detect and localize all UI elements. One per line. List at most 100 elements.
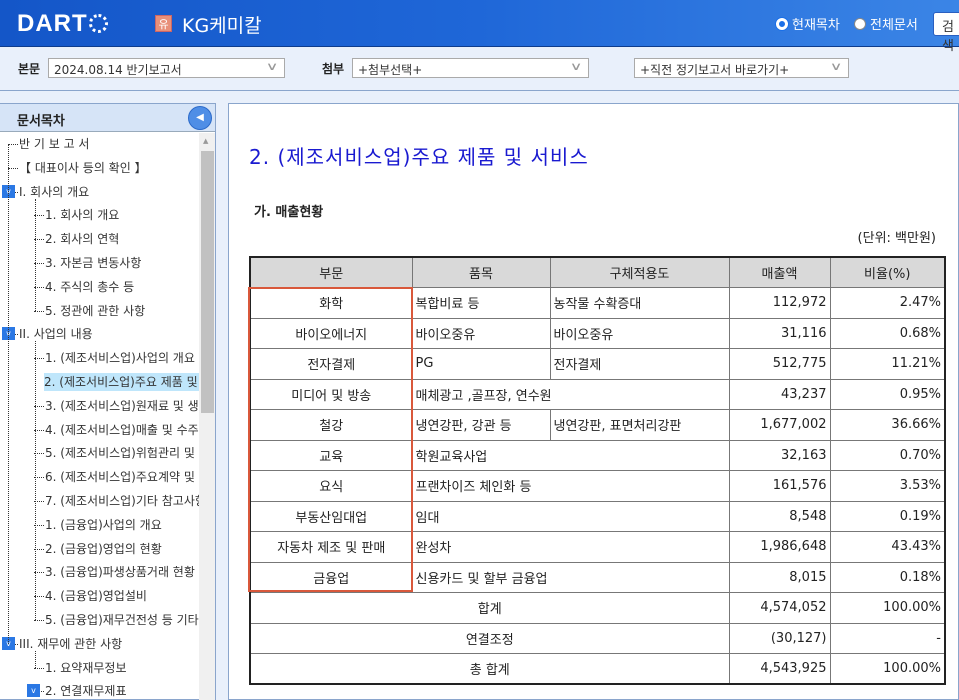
table-row: 요식 프랜차이즈 체인화 등 161,576 3.53% <box>249 470 946 502</box>
table-cell: 4,543,925 <box>728 653 831 685</box>
table-cell: 8,015 <box>728 561 831 593</box>
document-content: 2. (제조서비스업)주요 제품 및 서비스 가. 매출현황 (단위: 백만원)… <box>228 103 959 700</box>
toc-item-label: 2. 연결재무제표 <box>45 684 127 699</box>
table-row: 바이오에너지 바이오중유 바이오중유 31,116 0.68% <box>249 317 946 349</box>
table-cell: 0.18% <box>829 561 946 593</box>
radio-all-docs[interactable]: 전체문서 <box>854 14 918 33</box>
toc-item[interactable]: 2. (금융업)영업의 현황 <box>34 542 162 556</box>
table-cell: 품목 <box>411 256 551 288</box>
toc-item[interactable]: 4. 주식의 총수 등 <box>34 280 134 294</box>
table-row: 부동산임대업 임대 8,548 0.19% <box>249 500 946 532</box>
tree-connector <box>34 429 44 431</box>
table-row: 금융업 신용카드 및 할부 금융업 8,015 0.18% <box>249 561 946 593</box>
sales-table: 부문 품목 구체적용도 매출액 비율(%) 화학 복합비료 등 농작물 수확증대 112,972… <box>249 256 946 685</box>
table-cell: 바이오중유 <box>411 317 551 349</box>
scroll-thumb[interactable] <box>201 151 214 413</box>
table-cell: 100.00% <box>829 592 946 624</box>
scroll-up-icon[interactable]: ▲ <box>203 137 209 145</box>
table-cell: 철강 <box>249 409 413 441</box>
toc-item-label: III. 재무에 관한 사항 <box>19 636 123 651</box>
toc-item[interactable]: 2. (제조서비스업)주요 제품 및 서비스 <box>44 373 199 391</box>
tree-connector <box>34 310 44 312</box>
toc-item[interactable]: 4. (제조서비스업)매출 및 수주상황 <box>34 423 199 437</box>
expand-toggle-icon[interactable]: v <box>27 684 40 698</box>
toc-item[interactable]: 1. 요약재무정보 <box>34 661 127 675</box>
toc-item[interactable]: 3. (금융업)파생상품거래 현황 <box>34 565 195 579</box>
toolbar: 본문 2024.08.14 반기보고서 ∨ 첨부 +첨부선택+ ∨ +직전 정기보고… <box>0 47 959 91</box>
table-row: 전자결제 PG 전자결제 512,775 11.21% <box>249 348 946 380</box>
table-cell: 0.95% <box>829 378 946 410</box>
toc-item-label: 【 대표이사 등의 확인 】 <box>19 160 147 175</box>
tree-line <box>8 144 9 644</box>
table-cell: 매체광고 ,골프장, 연수원 <box>411 378 730 410</box>
body-select[interactable]: 2024.08.14 반기보고서 ∨ <box>48 58 285 78</box>
toc-item[interactable]: I. 회사의 개요 <box>8 185 89 199</box>
search-button[interactable]: 검색 <box>933 12 959 54</box>
toc-tree: 반 기 보 고 서 【 대표이사 등의 확인 】 I. 회사의 개요 v 1. 회사의 … <box>0 133 199 700</box>
toc-item[interactable]: 【 대표이사 등의 확인 】 <box>8 161 147 175</box>
attach-label: 첨부 <box>322 62 345 76</box>
dart-logo[interactable]: DART <box>17 10 108 38</box>
toc-item[interactable]: 1. 회사의 개요 <box>34 208 119 222</box>
toc-item[interactable]: 5. 정관에 관한 사항 <box>34 304 145 318</box>
toc-item[interactable]: II. 사업의 내용 <box>8 327 93 341</box>
table-row: 화학 복합비료 등 농작물 수확증대 112,972 2.47% <box>249 287 946 319</box>
tree-connector <box>34 239 44 241</box>
table-row: 미디어 및 방송 매체광고 ,골프장, 연수원 43,237 0.95% <box>249 378 946 410</box>
tree-connector <box>34 358 44 360</box>
toc-item[interactable]: 7. (제조서비스업)기타 참고사항 <box>34 494 199 508</box>
tree-connector <box>34 596 44 598</box>
toc-item-label: 3. (금융업)파생상품거래 현황 <box>45 565 195 580</box>
table-cell: 부동산임대업 <box>249 500 413 532</box>
corp-name: KG케미칼 <box>182 15 262 37</box>
prev-report-select[interactable]: +직전 정기보고서 바로가기+ ∨ <box>634 58 849 78</box>
table-cell: - <box>829 622 946 654</box>
table-cell: 총 합계 <box>249 653 730 685</box>
tree-connector <box>34 548 44 550</box>
table-cell: 32,163 <box>728 439 831 471</box>
table-cell: 냉연강판, 표면처리강판 <box>549 409 730 441</box>
tree-connector <box>34 501 44 502</box>
toc-item-label: 4. 주식의 총수 등 <box>45 279 135 294</box>
toc-item[interactable]: 3. 자본금 변동사항 <box>34 256 141 270</box>
tree-connector <box>34 405 44 407</box>
toc-item-label: 1. (금융업)사업의 개요 <box>45 517 162 532</box>
attach-select-value: +첨부선택+ <box>358 63 423 77</box>
prev-report-value: +직전 정기보고서 바로가기+ <box>640 63 790 77</box>
toc-item-label: 1. (제조서비스업)사업의 개요 <box>45 351 195 366</box>
toc-sidebar: 문서목차 ◀ 반 기 보 고 서 【 대표이사 등의 확인 】 I. 회사의 개요 v 1… <box>0 103 216 700</box>
tree-line <box>35 341 36 620</box>
table-cell: 요식 <box>249 470 413 502</box>
toc-item-label: 5. 정관에 관한 사항 <box>45 303 146 318</box>
tree-line <box>35 650 36 668</box>
toc-item[interactable]: 6. (제조서비스업)주요계약 및 연구개발활동 <box>34 470 199 484</box>
tree-connector <box>8 144 18 145</box>
toc-item[interactable]: III. 재무에 관한 사항 <box>8 637 122 651</box>
toc-scrollbar[interactable]: ▲ <box>199 133 215 700</box>
toc-item-label: 3. (제조서비스업)원재료 및 생산설비 <box>45 398 199 413</box>
table-header-row: 부문 품목 구체적용도 매출액 비율(%) <box>249 256 946 288</box>
toc-item[interactable]: 2. 연결재무제표 <box>34 684 127 698</box>
attach-select[interactable]: +첨부선택+ ∨ <box>352 58 589 78</box>
table-cell: 구체적용도 <box>549 256 730 288</box>
toc-item[interactable]: 4. (금융업)영업설비 <box>34 589 147 603</box>
toc-item[interactable]: 5. (제조서비스업)위험관리 및 파생거래 <box>34 446 199 460</box>
subsection-title: 가. 매출현황 <box>254 205 324 220</box>
table-row: 합계 4,574,052 100.00% <box>249 592 946 624</box>
toc-item[interactable]: 2. 회사의 연혁 <box>34 232 119 246</box>
toc-item[interactable]: 반 기 보 고 서 <box>8 137 89 151</box>
radio-label: 현재목차 <box>792 18 840 33</box>
toc-item[interactable]: 5. (금융업)재무건전성 등 기타 참고사항 <box>34 613 199 627</box>
tree-connector <box>34 453 44 455</box>
table-cell: 512,775 <box>728 348 831 380</box>
radio-label: 전체문서 <box>870 18 918 33</box>
table-cell: 임대 <box>411 500 730 532</box>
toc-item[interactable]: 1. (금융업)사업의 개요 <box>34 518 162 532</box>
table-cell: 바이오에너지 <box>249 317 413 349</box>
radio-current-toc[interactable]: 현재목차 <box>776 14 840 33</box>
tree-connector <box>34 477 44 479</box>
table-cell: 1,677,002 <box>728 409 831 441</box>
collapse-sidebar-button[interactable]: ◀ <box>188 106 212 130</box>
toc-item[interactable]: 1. (제조서비스업)사업의 개요 <box>34 351 195 365</box>
toc-item[interactable]: 3. (제조서비스업)원재료 및 생산설비 <box>34 399 199 413</box>
